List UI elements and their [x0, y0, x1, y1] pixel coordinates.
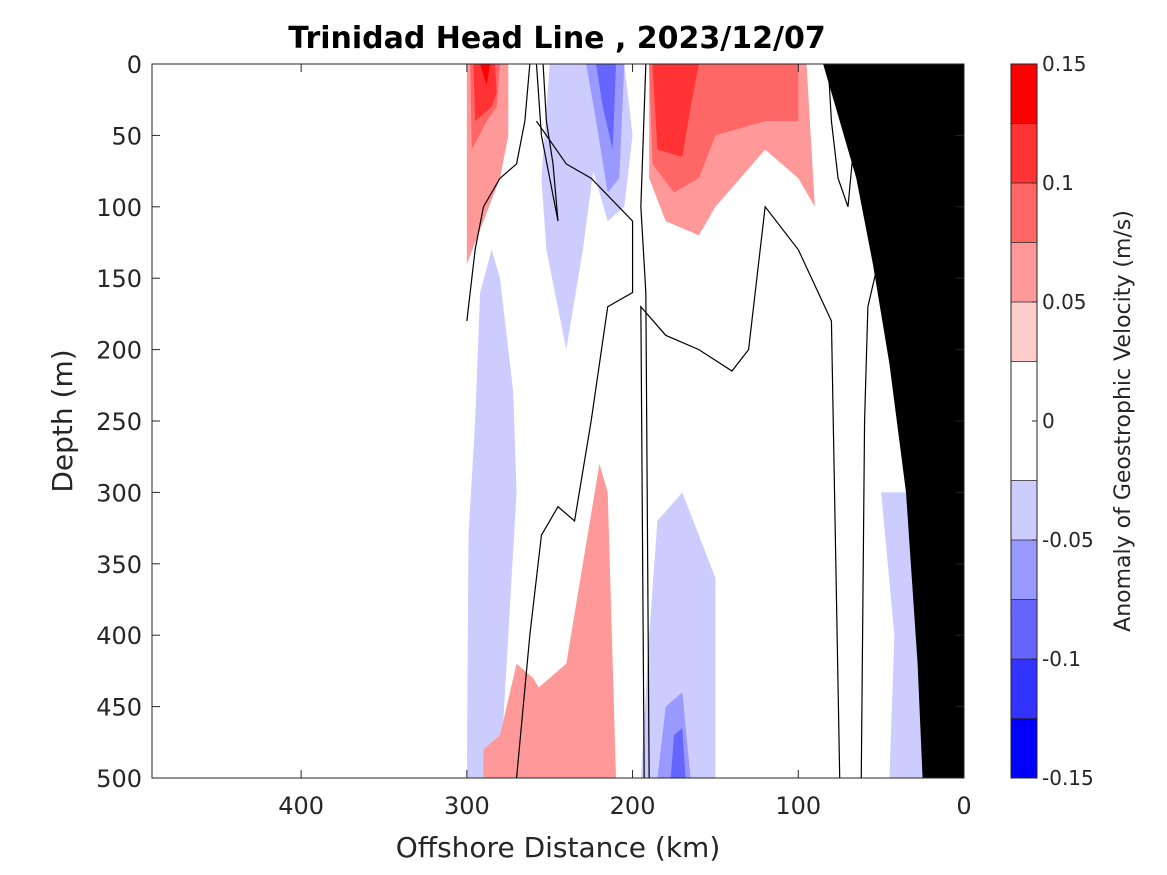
- contour-region: [596, 64, 616, 150]
- colorbar-swatch: [1011, 480, 1037, 540]
- chart-title: Trinidad Head Line , 2023/12/07: [288, 21, 825, 56]
- y-tick-label: 250: [96, 408, 142, 436]
- y-tick-label: 150: [96, 265, 142, 293]
- y-axis-ticks: 0 50 100 150 200 250 300 350 400 450 500: [96, 51, 964, 793]
- colorbar-tick-label: -0.1: [1042, 647, 1081, 671]
- colorbar-tick-label: 0.05: [1042, 290, 1087, 314]
- colorbar-swatch: [1011, 302, 1037, 362]
- colorbar-swatch: [1011, 183, 1037, 243]
- bathymetry-mask: [823, 64, 964, 778]
- x-tick-label: 100: [775, 792, 821, 820]
- plot-area: 400 300 200 100 0 0 50 100 150 200 250 300 350 400 45…: [96, 51, 972, 820]
- contour-region: [640, 492, 716, 778]
- colorbar-label: Anomaly of Geostrophic Velocity (m/s): [1111, 210, 1136, 632]
- colorbar-tick-label: 0: [1042, 409, 1055, 433]
- contour-line: [640, 205, 841, 778]
- colorbar-tick-label: -0.05: [1042, 528, 1094, 552]
- contour-line: [515, 120, 634, 778]
- colorbar-swatch: [1011, 64, 1037, 124]
- contour-region: [652, 64, 699, 157]
- colorbar-tick-label: 0.1: [1042, 171, 1074, 195]
- colorbar-swatch: [1011, 540, 1037, 600]
- y-tick-label: 300: [96, 479, 142, 507]
- x-tick-label: 300: [444, 792, 490, 820]
- colorbar-tick-label: -0.15: [1042, 766, 1094, 790]
- colorbar-swatch: [1011, 123, 1037, 183]
- colorbar-swatch: [1011, 242, 1037, 302]
- x-axis-label: Offshore Distance (km): [396, 831, 721, 864]
- contour-region: [541, 64, 597, 350]
- x-axis-ticks: 400 300 200 100 0: [278, 64, 972, 820]
- contour-region: [500, 463, 616, 778]
- contour-line: [640, 64, 650, 778]
- y-axis-label: Depth (m): [46, 349, 79, 492]
- y-tick-label: 100: [96, 194, 142, 222]
- y-tick-label: 50: [111, 122, 142, 150]
- contour-region: [480, 64, 491, 86]
- y-tick-label: 450: [96, 694, 142, 722]
- contour-region: [670, 728, 686, 778]
- colorbar-swatch: [1011, 659, 1037, 719]
- contour-line: [535, 64, 559, 222]
- colorbar-swatch: [1011, 718, 1037, 778]
- seafloor-bathymetry: [823, 64, 964, 778]
- contour-region: [473, 64, 497, 122]
- x-tick-label: 0: [956, 792, 971, 820]
- contour-region: [466, 249, 517, 778]
- colorbar: -0.15 -0.1 -0.05 0 0.05 0.1 0.15: [1010, 52, 1094, 790]
- x-tick-label: 200: [610, 792, 656, 820]
- colorbar-ticks: -0.15 -0.1 -0.05 0 0.05 0.1 0.15: [1032, 52, 1094, 790]
- y-tick-label: 0: [127, 51, 142, 79]
- colorbar-swatch: [1011, 599, 1037, 659]
- contour-line: [466, 64, 531, 322]
- x-tick-label: 400: [278, 792, 324, 820]
- colorbar-tick-label: 0.15: [1042, 52, 1087, 76]
- y-tick-label: 500: [96, 765, 142, 793]
- y-tick-label: 400: [96, 622, 142, 650]
- y-tick-label: 200: [96, 337, 142, 365]
- y-tick-label: 350: [96, 551, 142, 579]
